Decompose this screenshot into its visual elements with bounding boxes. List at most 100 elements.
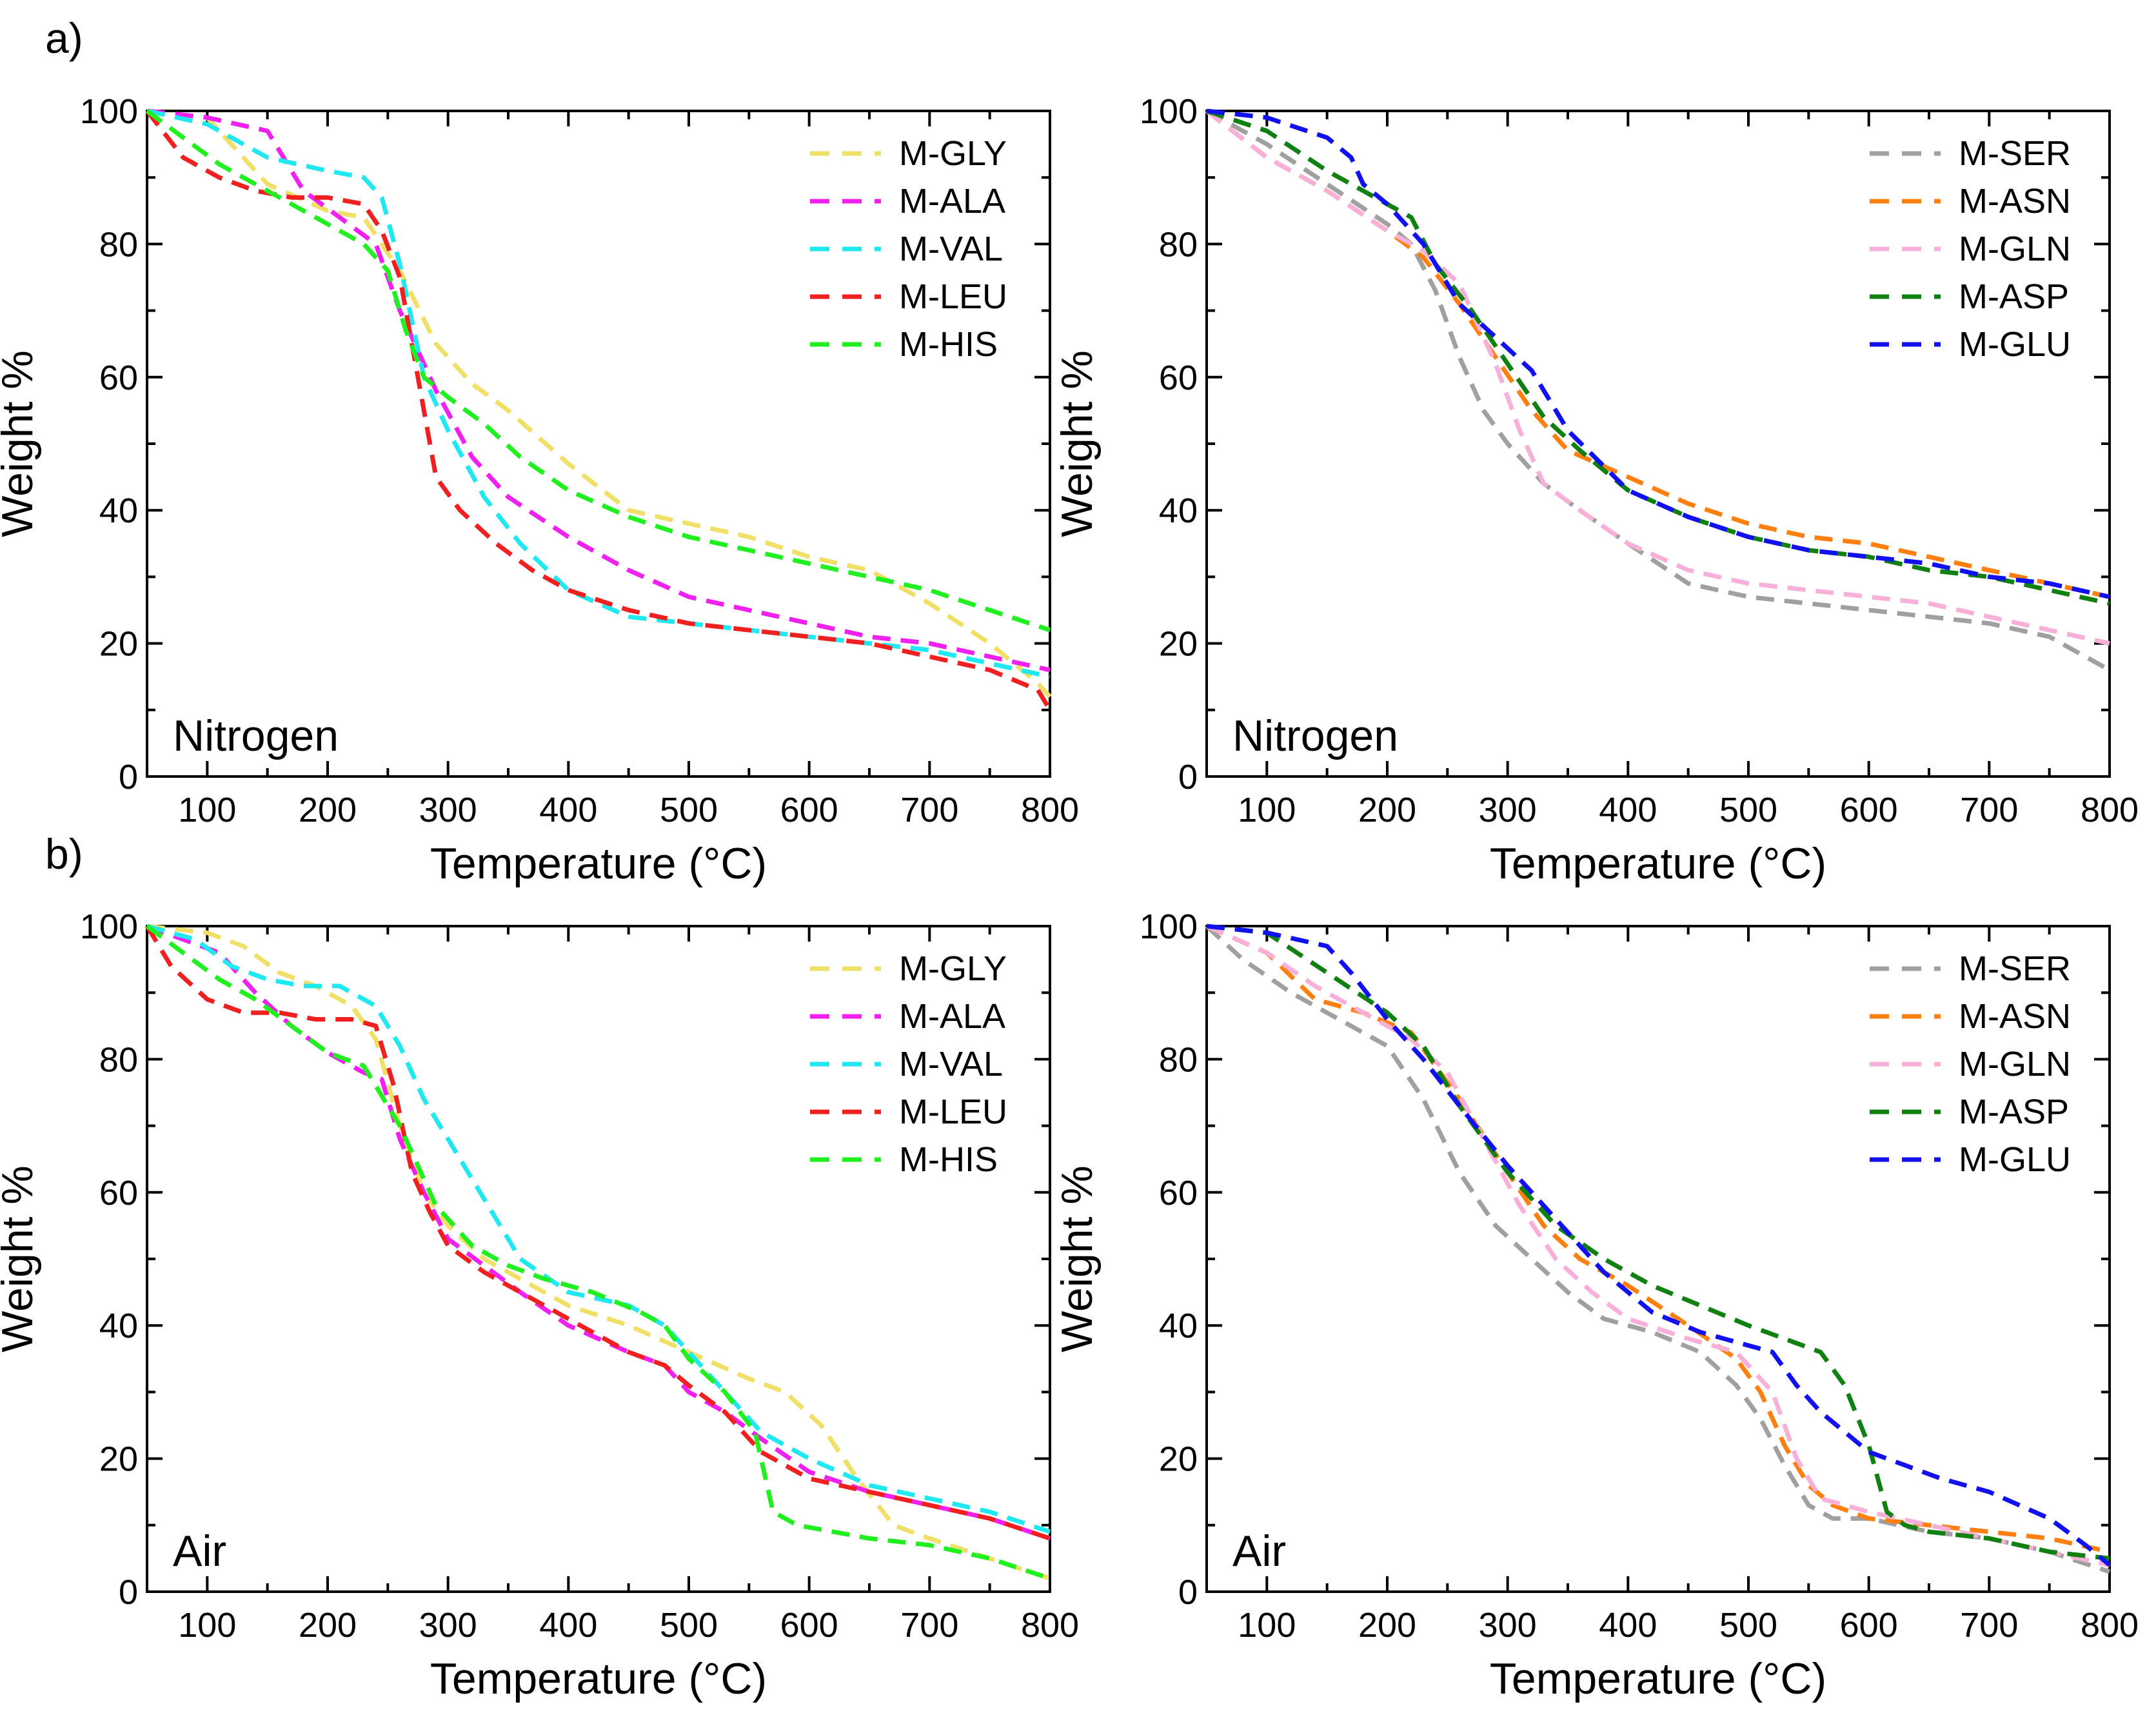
x-tick-label: 500 [660, 1606, 718, 1645]
x-axis-title: Temperature (°C) [1490, 839, 1826, 888]
series-line-m-asn [1205, 924, 2110, 1554]
series-line-m-glu [1206, 924, 2111, 1567]
x-tick-label: 400 [539, 1606, 597, 1645]
y-tick-label: 40 [1159, 1307, 1198, 1345]
x-tick-label: 700 [900, 1606, 958, 1645]
x-tick-label: 100 [178, 791, 236, 829]
y-tick-label: 0 [1178, 1573, 1198, 1612]
y-tick-label: 80 [99, 225, 138, 264]
series-line-m-gln [1205, 109, 2110, 646]
legend-label-m-his: M-HIS [899, 1140, 998, 1179]
panel-label-a: a) [45, 14, 83, 62]
y-axis-title: Weight % [1053, 350, 1102, 537]
y-axis-title: Weight % [1053, 1165, 1102, 1352]
legend-label-m-glu: M-GLU [1959, 1140, 2071, 1179]
y-tick-label: 60 [99, 359, 138, 397]
legend-label-m-gln: M-GLN [1959, 230, 2071, 268]
series-line-m-gln [1205, 924, 2110, 1568]
x-tick-label: 200 [299, 791, 357, 829]
chart-air-right: 100 200 300 400 500 600 700 800 0 20 40 60 80 100 Temp… [1053, 907, 2139, 1703]
x-tick-label: 300 [419, 791, 477, 829]
series-line-m-leu [145, 109, 1052, 711]
x-tick-label: 700 [900, 791, 958, 829]
x-tick-label: 300 [1479, 791, 1537, 829]
legend-label-m-ser: M-SER [1959, 949, 2071, 988]
y-tick-label: 80 [1159, 225, 1198, 264]
y-tick-label: 0 [119, 1573, 138, 1612]
x-axis-title: Temperature (°C) [1490, 1654, 1826, 1703]
legend-label-m-his: M-HIS [899, 325, 998, 364]
x-tick-label: 400 [1599, 1606, 1657, 1645]
condition-label: Air [1232, 1527, 1286, 1576]
y-tick-label: 40 [99, 491, 138, 530]
x-tick-label: 600 [1840, 791, 1898, 829]
y-tick-label: 20 [1159, 625, 1198, 664]
x-tick-label: 400 [1599, 791, 1657, 829]
legend-label-m-leu: M-LEU [899, 277, 1007, 316]
x-axis-title: Temperature (°C) [430, 839, 767, 888]
y-tick-label: 40 [1159, 491, 1198, 530]
condition-label: Air [173, 1527, 226, 1576]
chart-nitrogen-left: 100 200 300 400 500 600 700 800 0 20 40 60 80 100 Temp… [0, 92, 1079, 888]
legend-label-m-asn: M-ASN [1959, 997, 2071, 1036]
x-tick-label: 700 [1960, 1606, 2018, 1645]
legend-label-m-val: M-VAL [899, 1045, 1003, 1083]
series-line-m-asp [1206, 924, 2110, 1561]
x-tick-label: 100 [1238, 791, 1296, 829]
legend-label-m-gly: M-GLY [899, 949, 1007, 988]
legend-label-m-gly: M-GLY [899, 134, 1007, 173]
condition-label: Nitrogen [173, 711, 339, 760]
legend-label-m-glu: M-GLU [1959, 325, 2071, 364]
y-tick-label: 0 [119, 758, 138, 796]
x-tick-label: 500 [1719, 1606, 1777, 1645]
y-tick-label: 60 [99, 1174, 138, 1212]
y-tick-label: 0 [1178, 758, 1198, 796]
y-tick-label: 100 [80, 92, 138, 131]
y-tick-label: 80 [1159, 1040, 1198, 1079]
x-tick-label: 800 [1021, 1606, 1079, 1645]
x-tick-label: 500 [660, 791, 718, 829]
y-tick-label: 40 [99, 1307, 138, 1345]
legend-label-m-asp: M-ASP [1959, 277, 2069, 316]
series-line-m-gly [146, 108, 1052, 698]
x-tick-label: 100 [1238, 1606, 1296, 1645]
y-tick-label: 60 [1159, 359, 1198, 397]
chart-nitrogen-right: 100 200 300 400 500 600 700 800 0 20 40 60 80 100 Temp… [1053, 92, 2139, 888]
x-tick-label: 600 [780, 791, 838, 829]
legend-label-m-ala: M-ALA [899, 997, 1005, 1036]
x-axis-title: Temperature (°C) [430, 1654, 767, 1703]
legend-label-m-asn: M-ASN [1959, 182, 2071, 221]
series-line-m-ala [146, 924, 1051, 1541]
x-tick-label: 100 [178, 1606, 236, 1645]
y-axis-title: Weight % [0, 350, 42, 537]
y-tick-label: 100 [80, 907, 138, 946]
panel-label-b: b) [45, 830, 83, 878]
legend-label-m-val: M-VAL [899, 230, 1003, 268]
x-tick-label: 300 [1479, 1606, 1537, 1645]
legend-label-m-gln: M-GLN [1959, 1045, 2071, 1083]
series-line-m-his [145, 109, 1051, 633]
y-tick-label: 100 [1140, 907, 1198, 946]
x-tick-label: 500 [1719, 791, 1777, 829]
charts-container: 100 200 300 400 500 600 700 800020406080100Temp… [0, 92, 2139, 1703]
x-tick-label: 700 [1960, 791, 2018, 829]
x-tick-label: 200 [1358, 1606, 1416, 1645]
legend-label-m-ala: M-ALA [899, 182, 1005, 221]
series-line-m-val [146, 924, 1051, 1534]
x-tick-label: 400 [539, 791, 597, 829]
chart-air-left: 100 200 300 400 500 600 700 800 0 20 40 60 80 100 Temp… [0, 907, 1079, 1703]
legend-label-m-ser: M-SER [1959, 134, 2071, 173]
x-tick-label: 200 [1358, 791, 1416, 829]
x-tick-label: 800 [2081, 791, 2139, 829]
series-line-m-leu [145, 925, 1051, 1541]
x-tick-label: 800 [1021, 791, 1079, 829]
y-tick-label: 20 [99, 625, 138, 664]
y-tick-label: 100 [1140, 92, 1198, 131]
x-tick-label: 800 [2081, 1606, 2139, 1645]
y-tick-label: 20 [1159, 1440, 1198, 1479]
x-tick-label: 600 [780, 1606, 838, 1645]
series-line-m-his [145, 924, 1051, 1581]
y-axis-title: Weight % [0, 1165, 42, 1352]
legend-label-m-leu: M-LEU [899, 1093, 1007, 1131]
